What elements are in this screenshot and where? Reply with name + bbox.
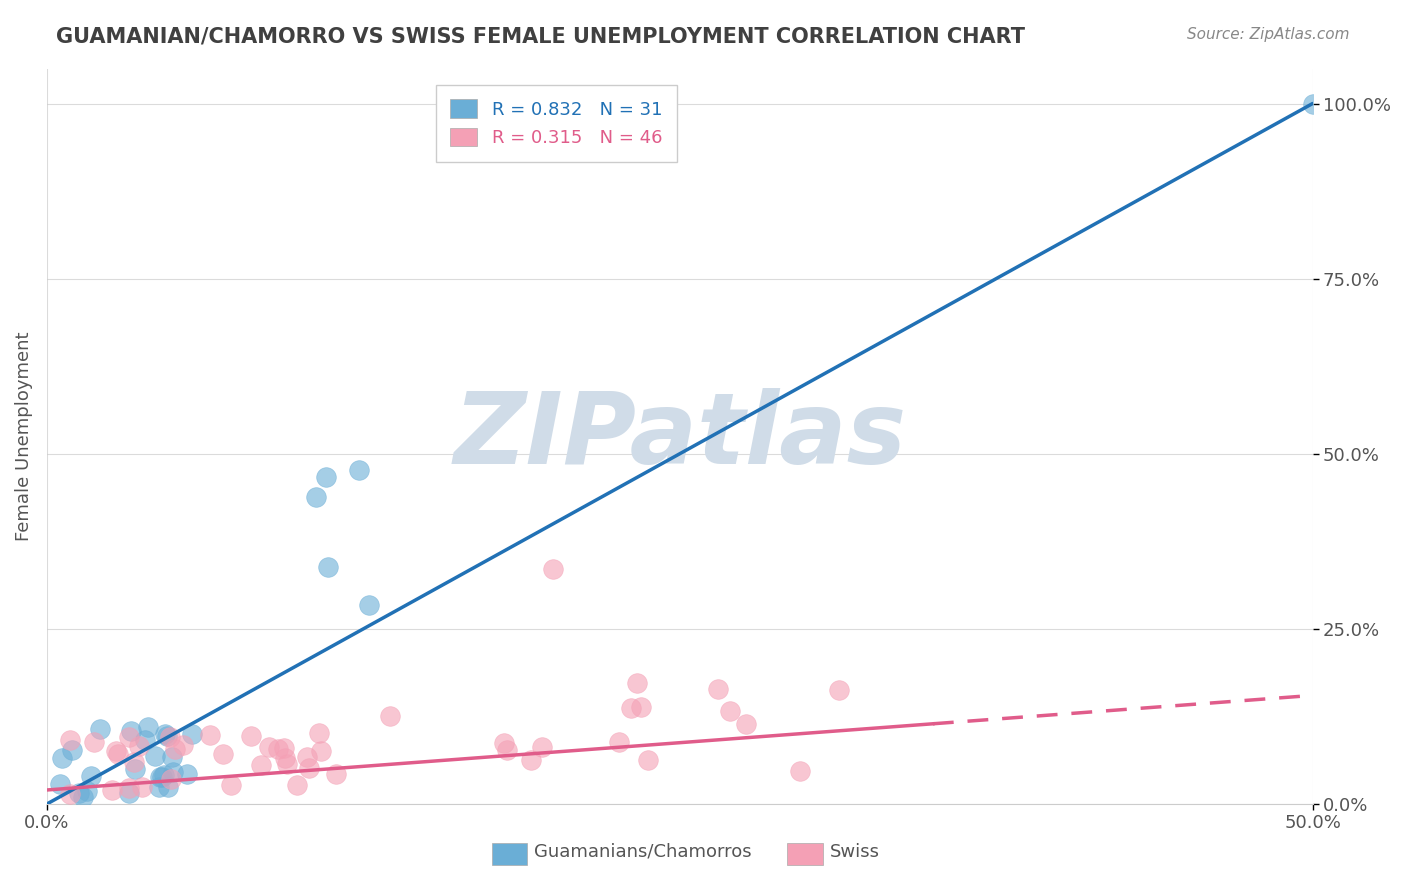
Text: ZIPatlas: ZIPatlas <box>453 388 907 484</box>
Point <box>143 749 166 764</box>
Text: Swiss: Swiss <box>830 843 880 861</box>
Point <box>159 730 181 744</box>
Point <box>219 778 242 792</box>
Point <box>160 772 183 786</box>
Point <box>76 784 98 798</box>
Point <box>150 770 173 784</box>
Point <box>298 761 321 775</box>
Point <box>267 742 290 756</box>
Point <box>494 736 516 750</box>
Point <box>718 704 741 718</box>
Point <box>149 770 172 784</box>
Point <box>83 735 105 749</box>
Point <box>347 463 370 477</box>
Point <box>325 767 347 781</box>
Point <box>520 753 543 767</box>
Point <box>107 747 129 761</box>
Point <box>274 751 297 765</box>
Point <box>276 757 298 772</box>
Point <box>315 469 337 483</box>
Point <box>257 740 280 755</box>
Point <box>118 780 141 795</box>
Point <box>155 727 177 741</box>
Point <box>172 739 194 753</box>
Point <box>212 747 235 761</box>
Point <box>735 717 758 731</box>
Y-axis label: Female Unemployment: Female Unemployment <box>15 332 32 541</box>
Point <box>51 751 73 765</box>
Point <box>153 768 176 782</box>
Point <box>59 787 82 801</box>
Point <box>620 700 643 714</box>
Point <box>316 560 339 574</box>
Point <box>707 681 730 696</box>
Point <box>828 682 851 697</box>
Point <box>304 490 326 504</box>
Point <box>250 758 273 772</box>
Legend: R = 0.832   N = 31, R = 0.315   N = 46: R = 0.832 N = 31, R = 0.315 N = 46 <box>436 85 676 161</box>
Point <box>378 709 401 723</box>
Point <box>181 727 204 741</box>
Text: Source: ZipAtlas.com: Source: ZipAtlas.com <box>1187 27 1350 42</box>
Point <box>309 744 332 758</box>
Text: Guamanians/Chamorros: Guamanians/Chamorros <box>534 843 752 861</box>
Point <box>157 780 180 795</box>
Point <box>67 786 90 800</box>
Point <box>637 753 659 767</box>
Point <box>630 700 652 714</box>
Point <box>59 733 82 747</box>
Point <box>165 742 187 756</box>
Point <box>124 762 146 776</box>
Point <box>176 767 198 781</box>
Point <box>1302 96 1324 111</box>
Point <box>131 780 153 795</box>
Point <box>541 562 564 576</box>
Point <box>496 742 519 756</box>
Point <box>607 735 630 749</box>
Point <box>122 755 145 769</box>
Point <box>60 743 83 757</box>
Point <box>531 739 554 754</box>
Text: GUAMANIAN/CHAMORRO VS SWISS FEMALE UNEMPLOYMENT CORRELATION CHART: GUAMANIAN/CHAMORRO VS SWISS FEMALE UNEMP… <box>56 27 1025 46</box>
Point <box>162 765 184 780</box>
Point <box>156 729 179 743</box>
Point <box>72 789 94 804</box>
Point <box>100 783 122 797</box>
Point <box>308 726 330 740</box>
Point <box>626 676 648 690</box>
Point <box>104 744 127 758</box>
Point <box>118 786 141 800</box>
Point <box>118 730 141 744</box>
Point <box>285 778 308 792</box>
Point <box>136 720 159 734</box>
Point <box>200 728 222 742</box>
Point <box>128 739 150 753</box>
Point <box>240 730 263 744</box>
Point <box>134 732 156 747</box>
Point <box>160 750 183 764</box>
Point <box>789 764 811 779</box>
Point <box>295 750 318 764</box>
Point <box>49 777 72 791</box>
Point <box>357 598 380 612</box>
Point <box>120 724 142 739</box>
Point <box>273 741 295 756</box>
Point <box>80 769 103 783</box>
Point <box>89 723 111 737</box>
Point <box>148 780 170 794</box>
